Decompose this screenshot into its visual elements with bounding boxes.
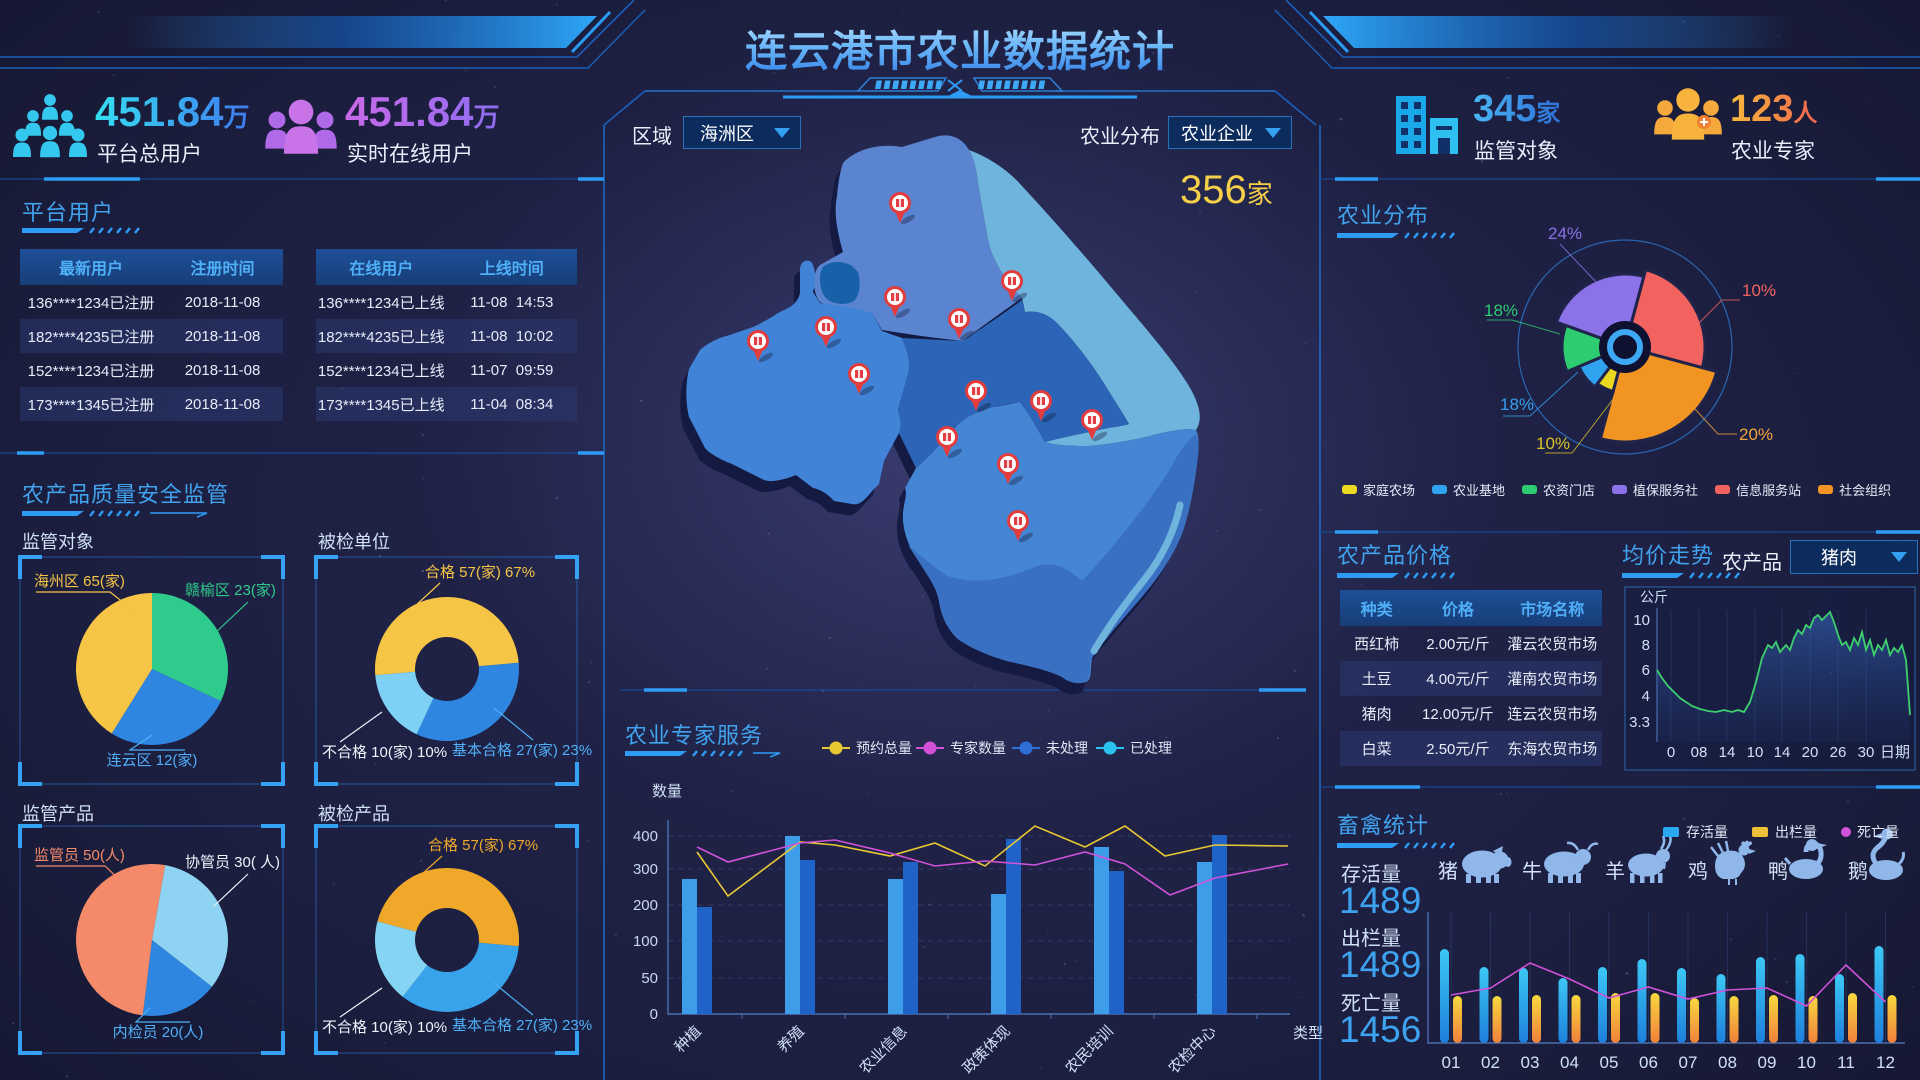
svg-text:50: 50 [641,970,658,987]
svg-text:24%: 24% [1548,224,1582,243]
svg-text:05: 05 [1600,1053,1619,1072]
svg-text:8: 8 [1642,637,1650,654]
svg-text:6: 6 [1642,662,1650,679]
svg-text:100: 100 [633,933,658,950]
svg-text:14: 14 [1774,744,1791,761]
svg-text:30: 30 [1858,744,1875,761]
svg-text:200: 200 [633,897,658,914]
svg-text:农民培训: 农民培训 [1062,1023,1116,1077]
svg-text:牛: 牛 [1522,860,1542,883]
svg-text:10%: 10% [1536,434,1570,453]
svg-text:11: 11 [1837,1053,1855,1072]
svg-text:不合格 10(家) 10%: 不合格 10(家) 10% [322,1019,447,1036]
svg-text:连云区 12(家): 连云区 12(家) [107,752,198,769]
svg-text:基本合格 27(家) 23%: 基本合格 27(家) 23% [452,742,592,759]
svg-text:0: 0 [1667,744,1675,761]
svg-text:鹅: 鹅 [1848,860,1868,883]
svg-text:合格 57(家) 67%: 合格 57(家) 67% [425,564,535,581]
svg-text:20%: 20% [1739,425,1773,444]
svg-text:农业信息: 农业信息 [856,1023,910,1077]
svg-text:赣榆区 23(家): 赣榆区 23(家) [185,582,276,599]
svg-text:不合格 10(家) 10%: 不合格 10(家) 10% [322,744,447,761]
svg-text:3.3: 3.3 [1629,714,1650,731]
svg-text:07: 07 [1679,1053,1698,1072]
svg-text:日期: 日期 [1880,744,1910,761]
svg-text:03: 03 [1521,1053,1540,1072]
svg-text:海州区 65(家): 海州区 65(家) [34,573,125,590]
svg-text:合格 57(家) 67%: 合格 57(家) 67% [428,837,538,854]
svg-text:政策体现: 政策体现 [959,1023,1013,1077]
svg-text:监管员 50(人): 监管员 50(人) [34,847,125,864]
svg-text:26: 26 [1830,744,1847,761]
svg-text:10: 10 [1747,744,1764,761]
svg-text:20: 20 [1802,744,1819,761]
svg-text:10: 10 [1633,612,1650,629]
svg-text:种植: 种植 [672,1023,705,1056]
svg-text:14: 14 [1719,744,1736,761]
svg-text:08: 08 [1691,744,1708,761]
svg-text:鸭: 鸭 [1768,860,1788,883]
svg-text:猪: 猪 [1438,860,1458,883]
svg-text:4: 4 [1642,688,1650,705]
svg-text:10: 10 [1797,1053,1816,1072]
svg-text:养殖: 养殖 [775,1023,808,1056]
svg-text:鸡: 鸡 [1688,860,1708,883]
svg-text:公斤: 公斤 [1640,589,1668,605]
svg-text:羊: 羊 [1605,860,1625,883]
svg-text:400: 400 [633,828,658,845]
svg-text:06: 06 [1639,1053,1658,1072]
svg-text:10%: 10% [1742,281,1776,300]
svg-text:01: 01 [1442,1053,1461,1072]
svg-text:04: 04 [1560,1053,1579,1072]
svg-text:12: 12 [1876,1053,1895,1072]
svg-text:08: 08 [1718,1053,1737,1072]
svg-text:09: 09 [1758,1053,1777,1072]
svg-text:18%: 18% [1484,301,1518,320]
svg-text:农检中心: 农检中心 [1165,1023,1219,1077]
svg-text:基本合格 27(家) 23%: 基本合格 27(家) 23% [452,1017,592,1034]
svg-text:协管员 30( 人): 协管员 30( 人) [185,854,280,871]
svg-text:18%: 18% [1500,395,1534,414]
svg-text:02: 02 [1481,1053,1500,1072]
svg-text:300: 300 [633,861,658,878]
svg-text:0: 0 [650,1006,658,1023]
svg-text:内检员 20(人): 内检员 20(人) [113,1024,204,1041]
